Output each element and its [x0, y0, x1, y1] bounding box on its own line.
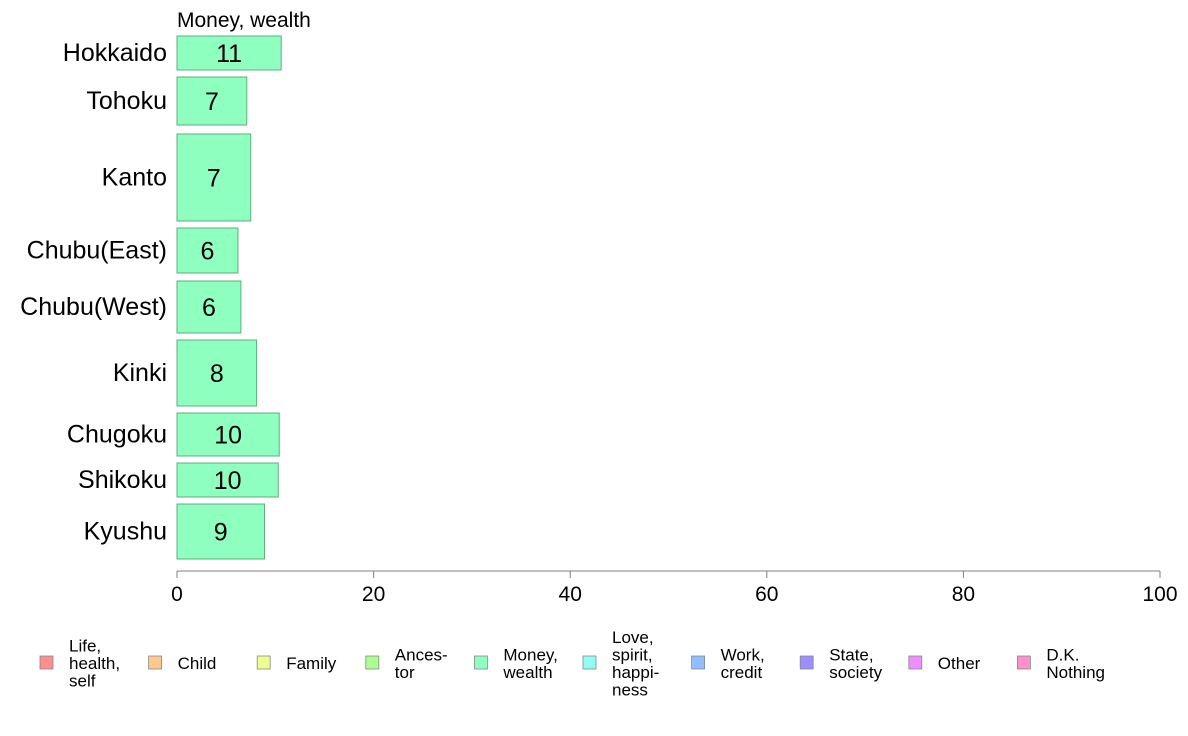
data-label: 7: [207, 165, 221, 193]
legend-swatch: [256, 655, 271, 670]
bar-kanto: [176, 133, 252, 222]
category-label: Shikoku: [78, 466, 167, 494]
x-tick-label: 80: [952, 583, 975, 606]
legend-label: Life,: [69, 637, 101, 656]
legend-label: D.K.: [1046, 645, 1079, 664]
data-label: 10: [214, 467, 242, 495]
legend-item: Child: [148, 654, 217, 673]
legend-swatch: [39, 655, 54, 670]
data-label: 10: [214, 422, 242, 450]
legend-label: Child: [178, 654, 217, 673]
legend-swatch: [365, 655, 380, 670]
bar-chugoku: [176, 412, 280, 457]
legend-label: Work,: [721, 645, 765, 664]
legend-label: tor: [395, 663, 415, 682]
legend-label: spirit,: [612, 645, 653, 664]
data-label: 6: [202, 294, 216, 322]
x-axis: 0 20 40 60 80 100: [171, 570, 1178, 606]
data-label: 6: [201, 238, 215, 266]
legend-item: Money,wealth: [473, 645, 558, 682]
legend-label: credit: [721, 663, 763, 682]
legend: Life,health,self Child Family Ances-tor Mone…: [39, 628, 1105, 699]
legend-label: Love,: [612, 628, 654, 647]
data-label: 8: [210, 360, 224, 388]
data-label: 9: [214, 519, 228, 547]
legend-swatch: [908, 655, 923, 670]
legend-label: self: [69, 672, 96, 691]
category-label: Chubu(East): [27, 237, 167, 265]
legend-item: Other: [908, 654, 981, 673]
legend-item: Ances-tor: [365, 645, 448, 682]
legend-label: wealth: [502, 663, 552, 682]
legend-item: Life,health,self: [39, 637, 120, 691]
legend-item: State,society: [799, 645, 883, 682]
legend-swatch: [148, 655, 163, 670]
legend-label: Nothing: [1046, 663, 1105, 682]
data-label: 7: [205, 88, 219, 116]
legend-item: Work,credit: [691, 645, 765, 682]
x-tick-label: 60: [755, 583, 778, 606]
legend-swatch: [691, 655, 705, 670]
category-label: Kyushu: [84, 518, 167, 546]
category-label: Kanto: [102, 164, 167, 192]
legend-item: D.K.Nothing: [1017, 645, 1105, 682]
x-tick-label: 0: [171, 583, 183, 606]
legend-label: Family: [286, 654, 337, 673]
category-label: Tohoku: [86, 87, 167, 115]
category-label: Hokkaido: [63, 39, 167, 67]
legend-swatch: [473, 655, 488, 670]
legend-label: health,: [69, 654, 120, 673]
legend-label: State,: [829, 645, 873, 664]
x-tick-label: 100: [1142, 583, 1177, 606]
legend-item: Family: [256, 654, 337, 673]
legend-item: Love,spirit,happi-ness: [582, 628, 659, 699]
legend-swatch: [582, 655, 597, 670]
legend-label: Money,: [503, 645, 558, 664]
category-label: Chugoku: [67, 421, 167, 449]
bar-chubu-east: [176, 227, 239, 274]
category-label: Chubu(West): [20, 293, 167, 321]
bars-group: Hokkaido 11 Tohoku 7 Kanto 7 Chubu(East) 6 Chubu…: [20, 35, 282, 560]
legend-swatch: [799, 655, 814, 670]
legend-label: Ances-: [395, 645, 448, 664]
bar-kyushu: [176, 503, 265, 560]
bar-chubu-west: [176, 280, 242, 334]
bar-shikoku: [176, 462, 279, 498]
legend-label: Other: [938, 654, 981, 673]
bar-kinki: [176, 339, 258, 407]
legend-swatch: [1017, 655, 1031, 670]
bar-tohoku: [176, 76, 248, 126]
bar-hokkaido: [176, 35, 282, 71]
data-label: 11: [216, 40, 242, 68]
x-tick-label: 20: [362, 583, 385, 606]
chart-title: Money, wealth: [177, 9, 311, 32]
legend-label: happi-: [612, 663, 659, 682]
legend-label: ness: [612, 680, 648, 699]
category-label: Kinki: [113, 359, 167, 387]
legend-label: society: [829, 663, 882, 682]
x-tick-label: 40: [559, 583, 582, 606]
